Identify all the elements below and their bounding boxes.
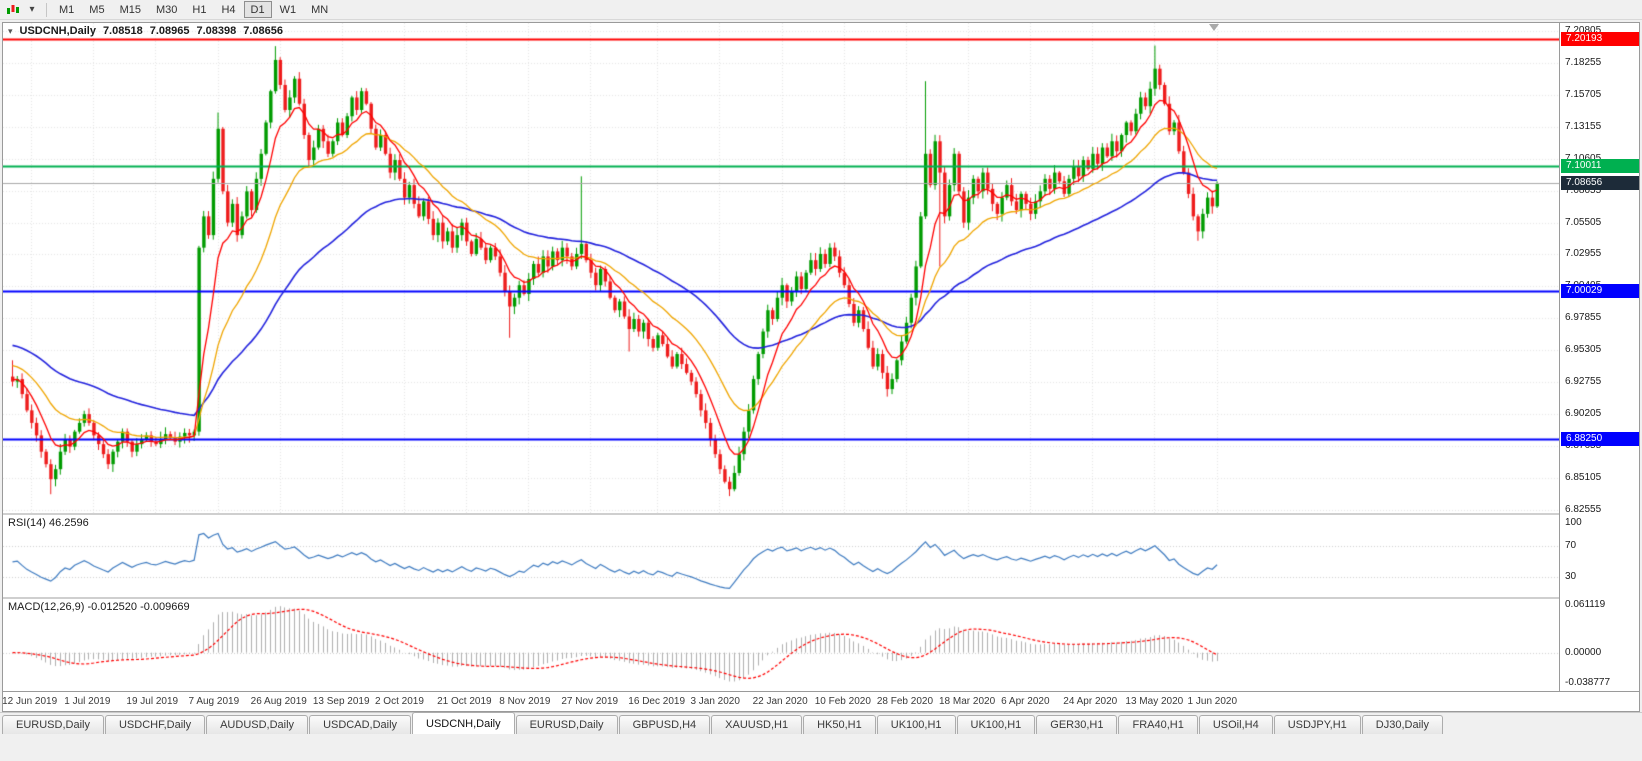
chart-window: ▾ USDCNH,Daily 7.08518 7.08965 7.08398 7… bbox=[2, 22, 1640, 712]
date-tick-label: 12 Jun 2019 bbox=[2, 696, 58, 707]
timeframe-button-m1[interactable]: M1 bbox=[59, 3, 75, 16]
ohlc-close: 7.08656 bbox=[243, 25, 283, 37]
date-tick-label: 27 Nov 2019 bbox=[561, 696, 619, 707]
axis-tick-label: 7.05505 bbox=[1565, 216, 1602, 228]
axis-tick-label: 7.18255 bbox=[1565, 56, 1602, 68]
timeframe-button-h1[interactable]: H1 bbox=[192, 3, 207, 16]
chevron-down-icon[interactable]: ▾ bbox=[29, 4, 35, 15]
date-tick-label: 24 Apr 2020 bbox=[1063, 696, 1118, 707]
axis-tick-label: 7.10605 bbox=[1565, 153, 1601, 165]
status-area bbox=[0, 734, 1642, 761]
price-level-marker: 7.20193 bbox=[1561, 31, 1639, 46]
chart-tab-fra40-h1[interactable]: FRA40,H1 bbox=[1118, 715, 1198, 734]
date-tick-label: 1 Jul 2019 bbox=[64, 696, 111, 707]
axis-tick-label: 6.97855 bbox=[1565, 312, 1602, 324]
date-tick-label: 28 Feb 2020 bbox=[876, 696, 934, 707]
date-tick-label: 22 Jan 2020 bbox=[752, 696, 808, 707]
price-chart-area[interactable] bbox=[3, 23, 1559, 513]
axis-tick-label: 6.95305 bbox=[1565, 344, 1602, 356]
macd-indicator-panel[interactable] bbox=[3, 599, 1559, 691]
date-tick-label: 3 Jan 2020 bbox=[690, 696, 740, 707]
chart-tab-ger30-h1[interactable]: GER30,H1 bbox=[1036, 715, 1118, 734]
ohlc-high: 7.08965 bbox=[149, 25, 190, 37]
chart-symbol-period: USDCNH,Daily bbox=[19, 25, 96, 37]
axis-tick-label: 6.82555 bbox=[1565, 503, 1602, 515]
chart-tab-uk100-h1[interactable]: UK100,H1 bbox=[876, 715, 956, 734]
timeframe-button-m30[interactable]: M30 bbox=[155, 3, 178, 16]
candlestick-chart-icon bbox=[7, 4, 19, 14]
date-tick-label: 8 Nov 2019 bbox=[499, 696, 551, 707]
timeframe-toolbar: M1 M5 M15 M30 H1 H4 D1 W1 MN bbox=[52, 1, 336, 18]
chart-tab-uk100-h1[interactable]: UK100,H1 bbox=[956, 715, 1036, 734]
ohlc-open: 7.08518 bbox=[102, 25, 143, 37]
chart-tab-audusd-daily[interactable]: AUDUSD,Daily bbox=[206, 715, 309, 734]
macd-label: MACD(12,26,9) -0.012520 -0.009669 bbox=[8, 601, 190, 613]
price-level-marker: 7.00029 bbox=[1561, 284, 1639, 299]
toolbar-separator bbox=[46, 2, 47, 17]
axis-tick-label: -0.038777 bbox=[1565, 676, 1611, 688]
chart-tab-bar: EURUSD,Daily USDCHF,Daily AUDUSD,Daily USDC… bbox=[0, 712, 1642, 734]
date-tick-label: 1 Jun 2020 bbox=[1187, 696, 1238, 707]
price-level-marker: 7.08656 bbox=[1561, 176, 1639, 191]
chart-tab-usdjpy-h1[interactable]: USDJPY,H1 bbox=[1273, 715, 1361, 734]
rsi-label: RSI(14) 46.2596 bbox=[8, 517, 89, 529]
axis-tick-label: 6.85105 bbox=[1565, 471, 1602, 483]
timeframe-button-m5[interactable]: M5 bbox=[89, 3, 105, 16]
timeframe-button-d1[interactable]: D1 bbox=[243, 1, 272, 18]
axis-tick-label: 7.08055 bbox=[1565, 184, 1602, 196]
chart-tab-usoil-h4[interactable]: USOil,H4 bbox=[1198, 715, 1273, 734]
chart-tab-usdcnh-daily[interactable]: USDCNH,Daily bbox=[412, 712, 515, 734]
date-tick-label: 19 Jul 2019 bbox=[126, 696, 179, 707]
chart-tab-hk50-h1[interactable]: HK50,H1 bbox=[803, 715, 876, 734]
chart-tabs: EURUSD,Daily USDCHF,Daily AUDUSD,Daily USDC… bbox=[2, 712, 1444, 734]
axis-tick-label: 0.061119 bbox=[1565, 598, 1606, 610]
timeframe-button-m15[interactable]: M15 bbox=[119, 3, 141, 16]
axis-tick-label: 30 bbox=[1565, 571, 1577, 583]
axis-tick-label: 70 bbox=[1565, 540, 1577, 552]
ohlc-low: 7.08398 bbox=[196, 25, 237, 37]
price-level-marker: 6.88250 bbox=[1561, 431, 1639, 446]
date-tick-label: 16 Dec 2019 bbox=[628, 696, 686, 707]
chart-tab-dj30-daily[interactable]: DJ30,Daily bbox=[1361, 715, 1443, 734]
date-tick-label: 13 Sep 2019 bbox=[312, 696, 370, 707]
rsi-indicator-panel[interactable] bbox=[3, 515, 1559, 597]
date-tick-label: 7 Aug 2019 bbox=[188, 696, 240, 707]
axis-tick-label: 6.90205 bbox=[1565, 408, 1602, 420]
chart-tab-usdcad-daily[interactable]: USDCAD,Daily bbox=[309, 715, 412, 734]
axis-tick-label: 0.00000 bbox=[1565, 646, 1602, 658]
axis-tick-label: 6.92755 bbox=[1565, 376, 1602, 388]
chart-shift-marker[interactable] bbox=[1209, 24, 1219, 31]
axis-tick-label: 7.02955 bbox=[1565, 248, 1602, 260]
panel-splitter[interactable] bbox=[3, 597, 1639, 599]
date-tick-label: 6 Apr 2020 bbox=[1001, 696, 1050, 707]
timeframe-button-w1[interactable]: W1 bbox=[279, 3, 297, 16]
price-level-marker: 7.10011 bbox=[1561, 159, 1639, 174]
price-axis[interactable]: 7.20805 7.18255 7.15705 7.13155 7.10605 7.080… bbox=[1559, 23, 1639, 691]
axis-tick-label: 7.13155 bbox=[1565, 120, 1602, 132]
chart-tab-xauusd-h1[interactable]: XAUUSD,H1 bbox=[711, 715, 803, 734]
toolbar: ▾ M1 M5 M15 M30 H1 H4 D1 W1 MN bbox=[0, 0, 1642, 20]
date-tick-label: 13 May 2020 bbox=[1125, 696, 1184, 707]
axis-tick-label: 7.20805 bbox=[1565, 25, 1602, 37]
chart-tab-gbpusd-h4[interactable]: GBPUSD,H4 bbox=[618, 715, 711, 734]
date-tick-label: 2 Oct 2019 bbox=[374, 696, 424, 707]
panel-splitter[interactable] bbox=[3, 513, 1639, 515]
timeframe-button-h4[interactable]: H4 bbox=[221, 3, 236, 16]
date-tick-label: 10 Feb 2020 bbox=[814, 696, 871, 707]
timeframe-button-mn[interactable]: MN bbox=[311, 3, 329, 16]
chart-tab-eurusd-daily[interactable]: EURUSD,Daily bbox=[2, 715, 104, 734]
date-axis[interactable]: 12 Jun 2019 1 Jul 2019 19 Jul 2019 7 Aug 20… bbox=[2, 691, 1639, 711]
chart-window-icon[interactable] bbox=[3, 1, 23, 18]
date-tick-label: 18 Mar 2020 bbox=[939, 696, 996, 707]
chevron-down-icon: ▾ bbox=[8, 25, 13, 36]
chart-tab-usdchf-daily[interactable]: USDCHF,Daily bbox=[104, 715, 206, 734]
chart-title: ▾ USDCNH,Daily 7.08518 7.08965 7.08398 7… bbox=[8, 25, 283, 37]
date-tick-label: 21 Oct 2019 bbox=[437, 696, 492, 707]
axis-tick-label: 7.15705 bbox=[1565, 88, 1602, 100]
axis-tick-label: 100 bbox=[1565, 516, 1582, 528]
date-tick-label: 26 Aug 2019 bbox=[250, 696, 307, 707]
chart-tab-eurusd-daily[interactable]: EURUSD,Daily bbox=[515, 715, 618, 734]
